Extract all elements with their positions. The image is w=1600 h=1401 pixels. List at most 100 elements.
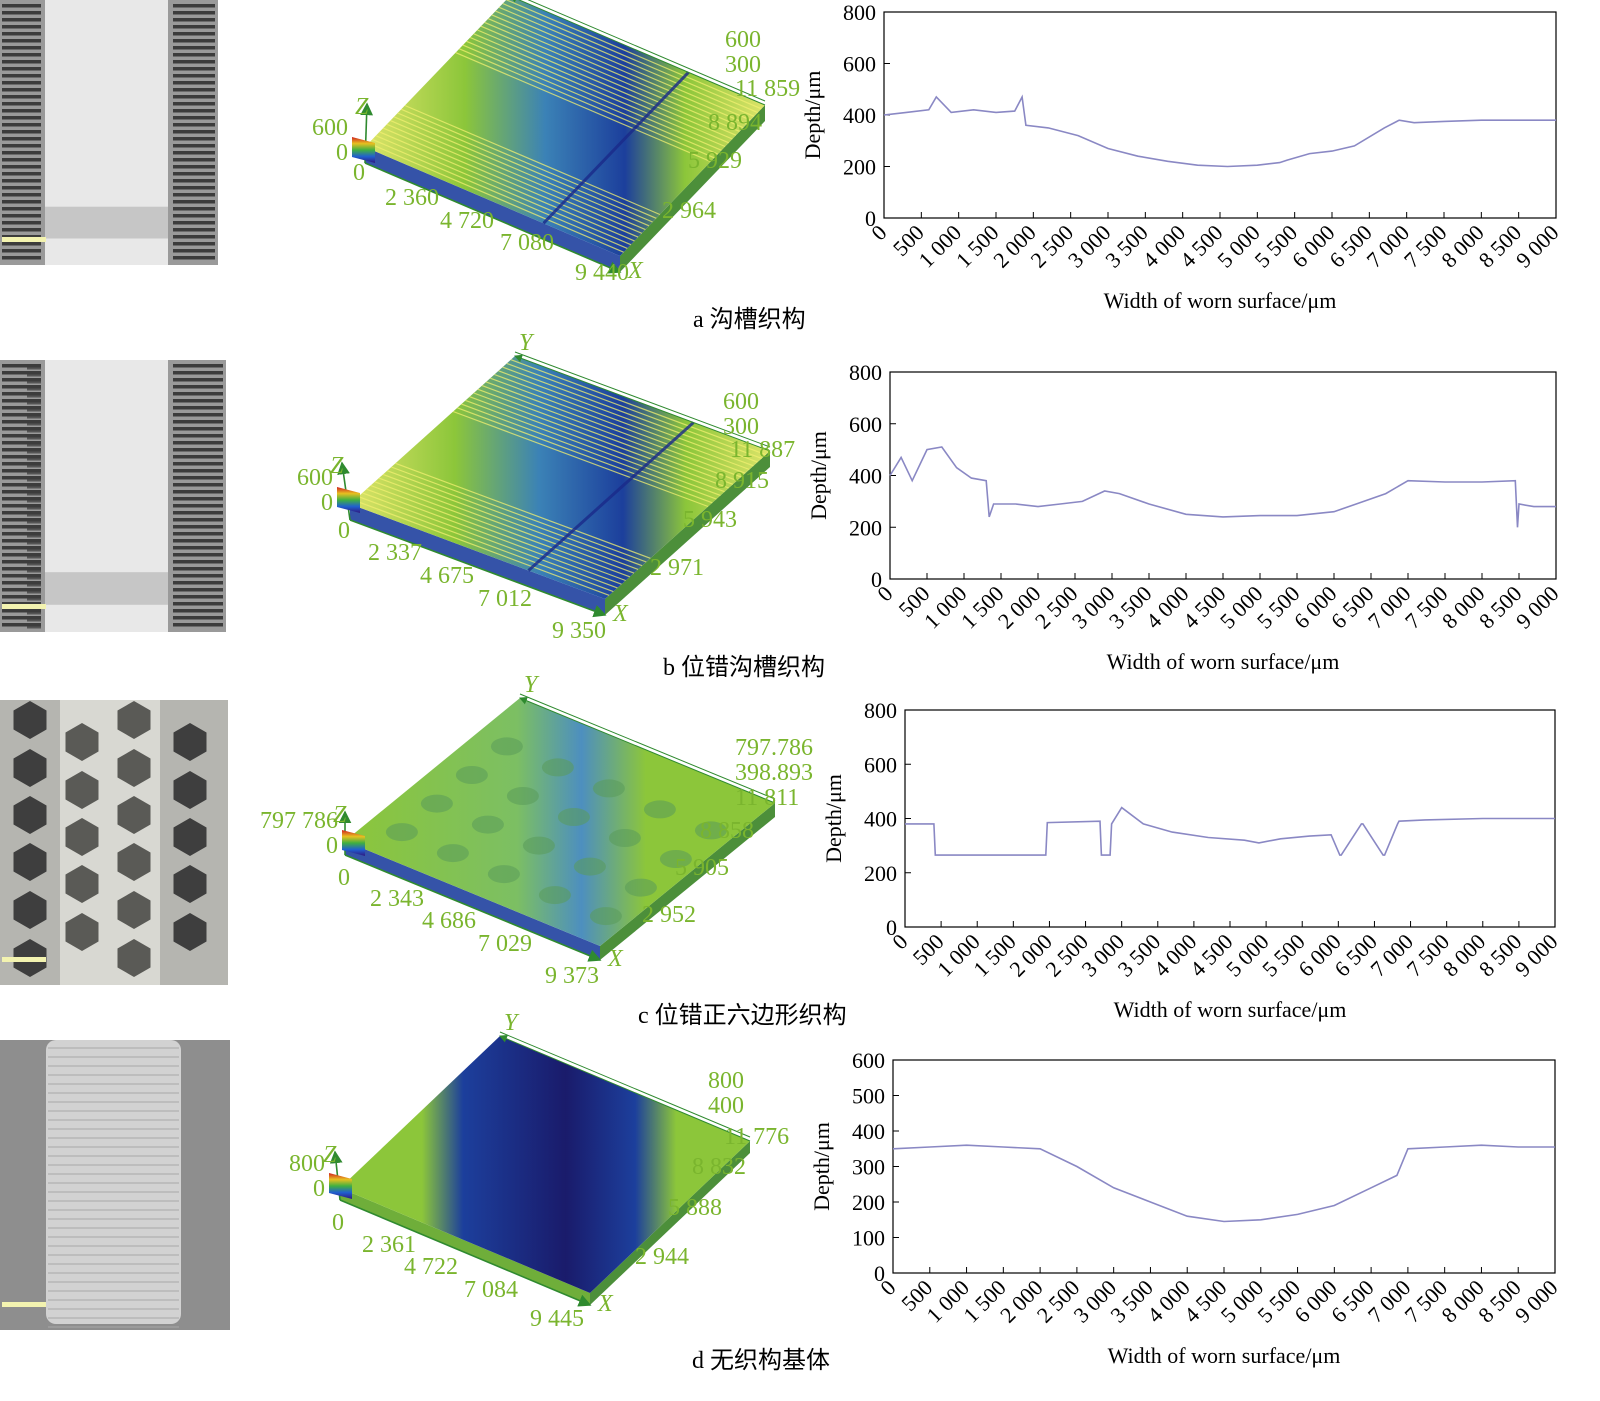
groove-stripe xyxy=(2,242,41,246)
surface-y-tick: 8 894 xyxy=(708,110,762,136)
hexagon-dimple xyxy=(608,829,641,847)
groove-stripe xyxy=(2,137,41,141)
groove-ridge xyxy=(488,18,744,129)
groove-stripe xyxy=(27,374,41,377)
groove-ridge xyxy=(358,496,614,593)
z-scale-min: 0 xyxy=(321,490,333,516)
groove-ridge xyxy=(455,52,711,163)
hexagon-dimple xyxy=(694,821,727,840)
hexagon-dimple xyxy=(557,808,590,826)
y-tick-label: 800 xyxy=(843,0,876,25)
groove-ridge xyxy=(395,462,651,559)
groove-ridge xyxy=(466,40,722,151)
groove-ridge xyxy=(495,10,751,121)
z-scale-min: 0 xyxy=(313,1176,325,1202)
groove-stripe xyxy=(173,39,215,43)
groove-ridge xyxy=(353,499,610,596)
hexagon-dimple xyxy=(13,796,47,834)
hexagon-dimple xyxy=(487,865,520,884)
groove-stripe xyxy=(2,193,41,197)
groove-stripe xyxy=(173,221,215,225)
hexagon-dimple xyxy=(173,865,207,903)
groove-stripe xyxy=(173,144,215,148)
groove-stripe xyxy=(27,521,41,524)
x-axis-label: Width of worn surface/μm xyxy=(1108,1343,1341,1368)
hexagon-dimple xyxy=(471,815,504,834)
groove-stripe xyxy=(2,385,41,389)
x-axis-name: X xyxy=(607,946,624,972)
surface-x-tick: 7 012 xyxy=(478,586,532,612)
hexagon-dimple xyxy=(13,749,47,787)
surface-side xyxy=(605,451,770,615)
groove-stripe xyxy=(2,595,41,599)
x-axis-label: Width of worn surface/μm xyxy=(1114,997,1347,1022)
groove-stripe xyxy=(2,392,41,396)
hexagon-dimple xyxy=(65,723,99,761)
groove-stripe xyxy=(27,472,41,475)
hexagon-dimple xyxy=(385,823,418,842)
x-tick-label: 9 000 xyxy=(1510,1275,1563,1328)
surface-side xyxy=(600,803,775,960)
groove-stripe xyxy=(173,228,215,232)
groove-stripe xyxy=(27,612,41,615)
groove-stripe xyxy=(2,172,41,176)
y-tick-label: 400 xyxy=(843,103,876,128)
groove-stripe xyxy=(2,371,41,375)
hexagon-dimple xyxy=(436,844,469,863)
surface-y-tick: 11 859 xyxy=(735,76,800,102)
x-axis-arrow xyxy=(344,854,602,962)
wear-scar xyxy=(527,421,695,572)
groove-stripe xyxy=(2,256,41,260)
hexagon-dimple xyxy=(117,843,151,881)
color-scale-bar xyxy=(337,487,360,513)
groove-stripe xyxy=(2,11,41,15)
groove-stripe xyxy=(173,609,223,613)
z-axis-name: Z xyxy=(323,1142,337,1168)
color-scale-bar xyxy=(329,1173,352,1199)
z-scale-min: 0 xyxy=(336,140,348,166)
y-tick-label: 0 xyxy=(874,1261,885,1286)
surface-y-tick: 600 xyxy=(723,389,759,415)
surface-y-tick: 11 887 xyxy=(730,437,795,463)
x-axis-name: X xyxy=(597,1291,614,1317)
groove-stripe xyxy=(173,67,215,71)
groove-stripe xyxy=(27,402,41,405)
groove-stripe xyxy=(173,378,223,382)
groove-stripe xyxy=(2,179,41,183)
y-axis-arrow xyxy=(519,696,776,804)
surface-side xyxy=(620,105,765,272)
groove-stripe xyxy=(173,137,215,141)
groove-stripe xyxy=(2,546,41,550)
groove-stripe xyxy=(2,378,41,382)
surface-y-tick: 800 xyxy=(708,1068,744,1094)
x-tick-label: 9 000 xyxy=(1511,581,1564,634)
groove-stripe xyxy=(173,60,215,64)
surface-y-tick: 5 905 xyxy=(675,855,729,881)
plot-frame xyxy=(883,11,1557,219)
groove-stripe xyxy=(173,441,223,445)
groove-stripe xyxy=(2,553,41,557)
specimen-photo xyxy=(0,1040,230,1330)
hexagon-dimple xyxy=(420,794,453,813)
y-tick-label: 600 xyxy=(849,412,882,437)
groove-ridge xyxy=(378,477,635,574)
hexagon-dimple xyxy=(589,907,622,926)
groove-stripe xyxy=(173,102,215,106)
hexagon-dimple xyxy=(117,701,151,739)
groove-stripe xyxy=(27,535,41,538)
surface-x-tick: 4 686 xyxy=(422,908,476,934)
surface-y-tick: 600 xyxy=(725,27,761,53)
hexagon-dimple xyxy=(173,723,207,761)
z-scale-min: 0 xyxy=(326,833,338,859)
hexagon-dimple xyxy=(541,758,574,777)
surface-x-tick: 4 722 xyxy=(404,1254,458,1280)
surface-x-tick: 2 343 xyxy=(370,886,424,912)
groove-ridge xyxy=(452,410,709,508)
box-edge xyxy=(499,1031,751,1138)
groove-stripe xyxy=(27,591,41,594)
groove-stripe xyxy=(27,409,41,412)
